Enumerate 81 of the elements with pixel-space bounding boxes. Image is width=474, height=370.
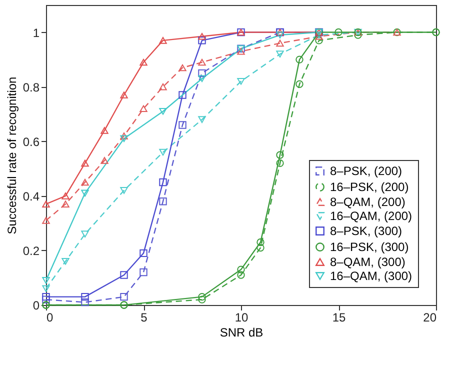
point	[42, 277, 50, 284]
point	[81, 160, 89, 167]
point	[354, 31, 362, 39]
point	[276, 40, 284, 47]
point	[42, 285, 50, 292]
point	[276, 50, 284, 58]
x-tick-label: 0	[46, 310, 54, 324]
point	[178, 91, 186, 99]
y-tick-label: 0.8	[22, 80, 40, 94]
point	[159, 198, 167, 206]
point	[81, 178, 89, 186]
point	[120, 135, 128, 142]
legend-label: 8–QAM, (300)	[330, 255, 406, 269]
point	[237, 48, 245, 55]
point	[159, 148, 167, 156]
point	[276, 151, 284, 159]
point	[120, 132, 128, 140]
point	[159, 83, 167, 90]
point	[81, 230, 89, 238]
point	[198, 58, 206, 66]
point	[178, 64, 186, 72]
point	[178, 121, 186, 129]
point	[237, 266, 245, 274]
legend-label: 8–PSK, (200)	[330, 164, 402, 178]
y-tick-label: 0.4	[22, 189, 40, 204]
point	[62, 258, 70, 265]
point	[198, 116, 206, 123]
point	[159, 37, 167, 44]
x-tick-label: 20	[423, 310, 437, 324]
point	[315, 36, 323, 44]
point	[256, 244, 264, 252]
point	[256, 238, 264, 246]
point	[140, 105, 148, 112]
y-tick-label: 0	[32, 298, 40, 312]
point	[81, 292, 89, 301]
point	[62, 200, 70, 208]
point	[276, 32, 284, 38]
point	[296, 56, 304, 64]
point	[120, 271, 128, 279]
x-tick-label: 5	[140, 310, 148, 324]
y-axis-title: Successful rate of recognition	[4, 76, 19, 234]
legend-label: 16–QAM, (200)	[330, 209, 412, 223]
point	[198, 32, 206, 40]
point	[296, 80, 304, 88]
legend-label: 8–QAM, (200)	[330, 195, 406, 209]
point	[120, 292, 128, 301]
point	[120, 92, 128, 98]
point	[140, 249, 148, 258]
point	[237, 271, 245, 279]
point	[159, 108, 167, 115]
point	[198, 75, 206, 82]
point	[140, 58, 148, 66]
y-tick-label: 0.2	[22, 244, 40, 258]
point	[62, 192, 70, 200]
point	[198, 292, 206, 301]
x-tick-label: 15	[332, 310, 346, 324]
y-tick-label: 1	[32, 26, 40, 40]
point	[100, 157, 108, 164]
legend-label: 16–QAM, (300)	[330, 269, 412, 283]
point	[334, 28, 342, 36]
point	[42, 200, 50, 208]
point	[120, 187, 128, 194]
point	[100, 127, 108, 134]
legend-label: 16–PSK, (300)	[330, 240, 409, 254]
y-tick-label: 0.6	[22, 134, 40, 149]
point	[42, 296, 50, 304]
point	[198, 36, 206, 44]
point	[42, 292, 50, 301]
legend-label: 16–PSK, (200)	[330, 180, 409, 194]
point	[42, 217, 50, 224]
point	[81, 190, 89, 197]
x-axis-title: SNR dB	[220, 326, 264, 340]
point	[81, 298, 89, 306]
point	[198, 69, 206, 78]
point	[237, 78, 245, 85]
point	[140, 268, 148, 276]
x-tick-label: 10	[234, 310, 248, 324]
point	[198, 296, 206, 304]
point	[159, 178, 167, 186]
point	[276, 159, 284, 168]
legend-label: 8–PSK, (300)	[330, 224, 402, 238]
